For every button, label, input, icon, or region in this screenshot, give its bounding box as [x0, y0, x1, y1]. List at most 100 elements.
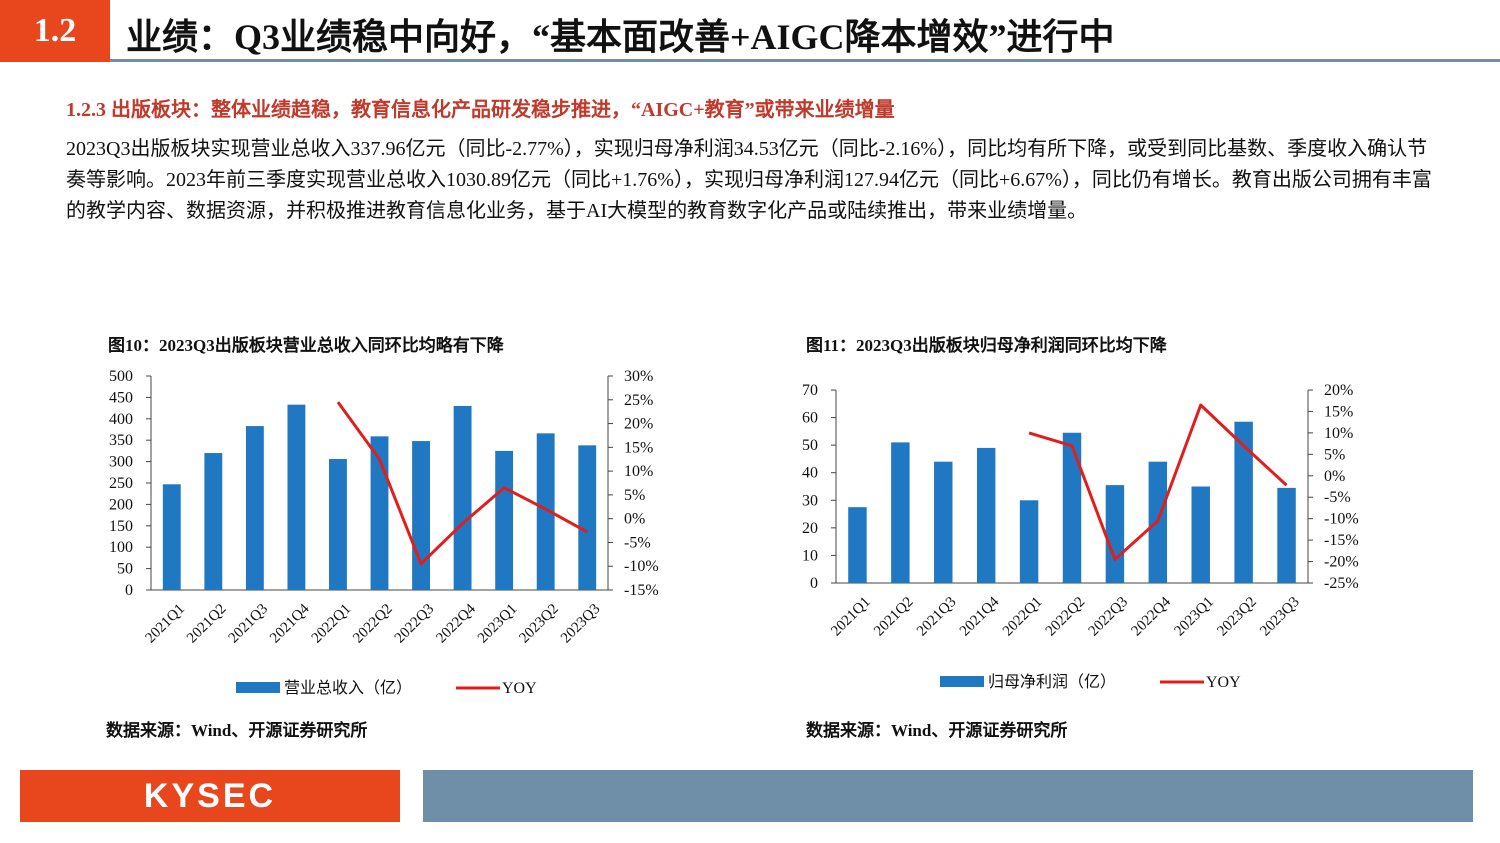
revenue-chart-bar — [578, 445, 597, 590]
revenue-chart: 0 50 100 150 200 250 300 350 400 450 500 -15% -10% -5… — [109, 368, 659, 697]
net-profit-chart-right-tick-label: -15% — [1324, 532, 1359, 549]
net-profit-chart-bar — [1062, 432, 1082, 583]
revenue-chart-x-tick-label: 2022Q1 — [309, 601, 354, 646]
section-number-badge: 1.2 — [0, 0, 110, 62]
revenue-chart-right-tick-label: -10% — [624, 558, 659, 575]
net-profit-chart-right-tick-label: 20% — [1324, 382, 1353, 399]
revenue-chart-legend-line-label: YOY — [502, 680, 537, 697]
revenue-chart-x-tick-label: 2022Q2 — [350, 601, 395, 646]
revenue-chart-bar — [412, 441, 430, 590]
revenue-chart-x-tick-label: 2022Q4 — [433, 601, 479, 647]
net-profit-chart-left-tick-label: 70 — [802, 382, 818, 399]
net-profit-chart-bar — [934, 461, 953, 583]
title-divider — [110, 59, 1500, 62]
revenue-chart-bar — [453, 405, 472, 590]
net-profit-chart-x-tick-label: 2023Q2 — [1214, 594, 1259, 639]
net-profit-chart-right-tick-label: 15% — [1324, 403, 1353, 420]
revenue-chart-left-tick-label: 350 — [109, 432, 133, 449]
net-profit-chart-bar — [1105, 485, 1125, 583]
page-title: 业绩：Q3业绩稳中向好，“基本面改善+AIGC降本增效”进行中 — [126, 17, 1115, 57]
revenue-chart-right-tick-label: 5% — [624, 487, 645, 504]
kysec-logo: KYSEC — [20, 770, 400, 822]
net-profit-chart-x-tick-label: 2022Q3 — [1086, 594, 1131, 639]
net-profit-chart-bar — [1019, 500, 1039, 583]
net-profit-chart-bar — [891, 442, 910, 583]
revenue-chart-yoy-line — [336, 401, 588, 566]
net-profit-chart-x-tick-label: 2021Q1 — [828, 594, 873, 639]
revenue-chart-x-tick-label: 2023Q2 — [516, 601, 561, 646]
net-profit-chart-legend-bar-label: 归母净利润（亿） — [988, 673, 1116, 691]
net-profit-chart-x-tick-label: 2021Q3 — [914, 594, 959, 639]
net-profit-chart-left-tick-label: 0 — [810, 575, 818, 592]
net-profit-chart-right-tick-label: 5% — [1324, 446, 1345, 463]
net-profit-chart-left-tick-label: 50 — [802, 437, 818, 454]
revenue-chart-bar — [245, 426, 264, 590]
revenue-chart-x-tick-label: 2022Q3 — [392, 601, 437, 646]
revenue-chart-left-tick-label: 500 — [109, 368, 133, 385]
section-number: 1.2 — [33, 12, 77, 49]
net-profit-chart-x-tick-label: 2023Q1 — [1171, 594, 1216, 639]
net-profit-chart-x-tick-label: 2022Q1 — [1000, 594, 1045, 639]
net-profit-chart-bar — [976, 447, 996, 583]
net-profit-chart-left-tick-label: 20 — [802, 520, 818, 537]
net-profit-chart-right-tick-label: -10% — [1324, 511, 1359, 528]
revenue-chart-right-tick-label: 0% — [624, 511, 645, 528]
subsection-title: 1.2.3 出版板块：整体业绩趋稳，教育信息化产品研发稳步推进，“AIGC+教育… — [66, 99, 895, 121]
net-profit-chart: 0 10 20 30 40 50 60 70 -25% -20% -15% -10% -5% 0% 5% 10… — [802, 382, 1359, 691]
revenue-chart-x-tick-label: 2023Q3 — [558, 601, 603, 646]
revenue-chart-left-tick-label: 150 — [109, 518, 133, 535]
revenue-chart-left-tick-label: 300 — [109, 454, 133, 471]
net-profit-chart-right-tick-label: -20% — [1324, 554, 1359, 571]
net-profit-chart-bar — [1234, 421, 1253, 583]
net-profit-chart-x-tick-label: 2021Q2 — [871, 594, 916, 639]
revenue-chart-right-tick-label: 20% — [624, 416, 653, 433]
revenue-chart-x-tick-label: 2021Q2 — [184, 601, 229, 646]
revenue-chart-x-tick-label: 2021Q4 — [267, 601, 313, 647]
net-profit-chart-left-tick-label: 60 — [802, 410, 818, 427]
net-profit-chart-right-tick-label: 0% — [1324, 468, 1345, 485]
net-profit-chart-right-tick-label: -5% — [1324, 489, 1351, 506]
revenue-chart-left-tick-label: 250 — [109, 475, 133, 492]
net-profit-chart-left-tick-label: 40 — [802, 465, 818, 482]
revenue-chart-right-tick-label: 10% — [624, 463, 653, 480]
revenue-chart-right-tick-label: -5% — [624, 534, 651, 551]
net-profit-chart-legend-bar-swatch — [940, 676, 984, 687]
revenue-chart-right-tick-label: -15% — [624, 582, 659, 599]
revenue-chart-right-tick-label: 15% — [624, 439, 653, 456]
figure-11-title: 图11：2023Q3出版板块归母净利润同环比均下降 — [806, 336, 1167, 355]
revenue-chart-left-tick-label: 200 — [109, 496, 133, 513]
net-profit-chart-left-tick-label: 30 — [802, 492, 818, 509]
net-profit-chart-right-tick-label: 10% — [1324, 425, 1353, 442]
net-profit-chart-yoy-line — [1028, 403, 1288, 561]
figure-10-title: 图10：2023Q3出版板块营业总收入同环比均略有下降 — [108, 336, 504, 355]
body-paragraph: 2023Q3出版板块实现营业总收入337.96亿元（同比-2.77%），实现归母… — [66, 138, 1432, 222]
revenue-chart-bar — [370, 436, 389, 590]
footer-bar — [423, 770, 1473, 822]
revenue-chart-legend-bar-label: 营业总收入（亿） — [284, 679, 412, 697]
revenue-chart-left-tick-label: 0 — [125, 582, 133, 599]
revenue-chart-left-tick-label: 400 — [109, 411, 133, 428]
net-profit-chart-x-tick-label: 2021Q4 — [957, 594, 1003, 640]
revenue-chart-bar — [536, 433, 555, 590]
revenue-chart-bar — [495, 450, 514, 590]
net-profit-chart-left-tick-label: 10 — [802, 547, 818, 564]
net-profit-chart-bar — [1277, 487, 1296, 583]
revenue-chart-bar — [329, 459, 347, 590]
revenue-chart-right-tick-label: 30% — [624, 368, 653, 385]
revenue-chart-bar — [204, 453, 223, 590]
revenue-chart-right-tick-label: 25% — [624, 392, 653, 409]
net-profit-chart-bar — [848, 507, 867, 583]
revenue-chart-x-tick-label: 2021Q3 — [226, 601, 271, 646]
revenue-chart-left-tick-label: 450 — [109, 389, 133, 406]
revenue-chart-left-tick-label: 100 — [109, 539, 133, 556]
figure-10-source: 数据来源：Wind、开源证券研究所 — [106, 721, 368, 740]
net-profit-chart-legend-line-label: YOY — [1206, 674, 1241, 691]
net-profit-chart-bar — [1191, 486, 1210, 583]
net-profit-chart-x-tick-label: 2022Q4 — [1129, 594, 1175, 640]
net-profit-chart-right-tick-label: -25% — [1324, 575, 1359, 592]
revenue-chart-legend-bar-swatch — [236, 682, 280, 693]
revenue-chart-left-tick-label: 50 — [117, 561, 133, 578]
revenue-chart-x-tick-label: 2021Q1 — [143, 601, 188, 646]
revenue-chart-bar — [162, 484, 181, 590]
net-profit-chart-x-tick-label: 2023Q3 — [1257, 594, 1302, 639]
